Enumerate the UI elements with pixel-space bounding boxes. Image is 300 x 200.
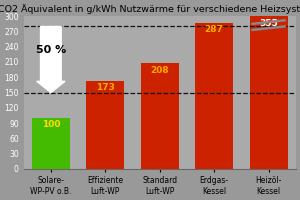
Title: CO2 Äquivalent in g/kWh Nutzwärme für verschiedene Heizsysteme: CO2 Äquivalent in g/kWh Nutzwärme für ve… xyxy=(0,4,300,14)
Text: 173: 173 xyxy=(96,83,115,92)
Text: 100: 100 xyxy=(42,120,60,129)
Bar xyxy=(32,118,70,169)
Text: 355: 355 xyxy=(259,19,278,28)
Bar xyxy=(86,81,124,169)
Text: 50 %: 50 % xyxy=(36,45,66,55)
Text: 287: 287 xyxy=(205,25,224,34)
Bar xyxy=(195,23,233,169)
Bar xyxy=(250,16,288,169)
Text: 208: 208 xyxy=(150,66,169,75)
FancyArrow shape xyxy=(37,26,65,93)
Bar xyxy=(141,63,179,169)
